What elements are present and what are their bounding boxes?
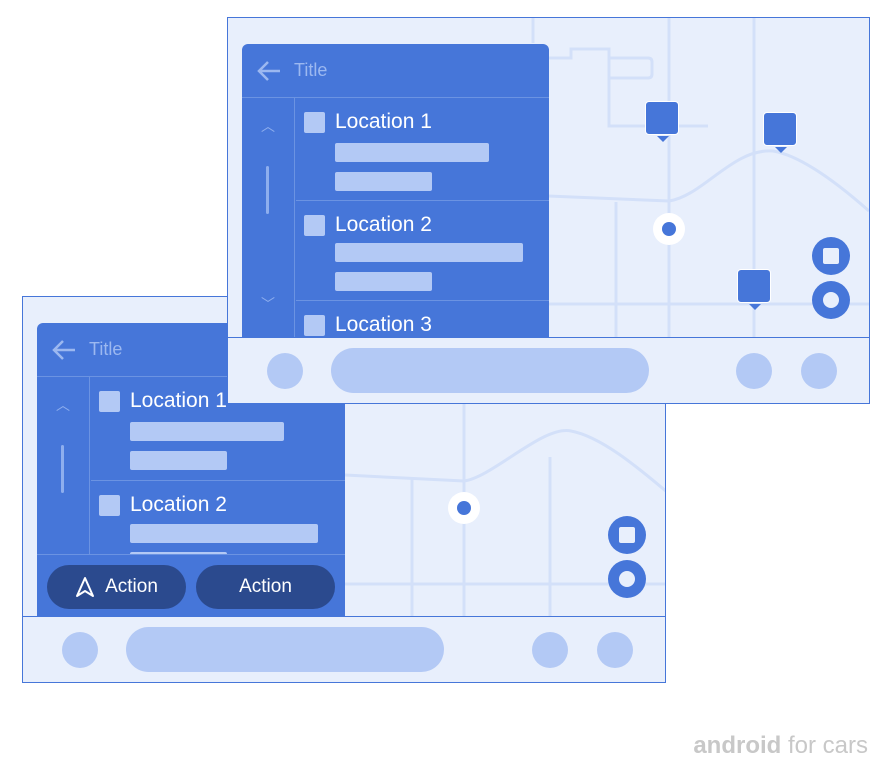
logo-suffix: for cars — [787, 732, 868, 759]
action-button[interactable]: Action — [196, 565, 335, 609]
chevron-up-icon[interactable]: ︿ — [261, 118, 275, 134]
system-bar — [228, 337, 869, 403]
placeholder-bar — [335, 143, 489, 162]
square-icon — [619, 527, 635, 543]
item-label: Location 2 — [130, 493, 227, 516]
location-icon — [304, 112, 325, 133]
list-item[interactable]: Location 2 — [296, 201, 549, 301]
placeholder-bar — [130, 451, 227, 470]
card-header: Title — [242, 44, 549, 98]
item-label: Location 3 — [335, 313, 432, 336]
chevron-up-icon[interactable]: ︿ — [56, 397, 70, 413]
home-button[interactable] — [267, 353, 303, 389]
action-label: Action — [239, 576, 292, 597]
scroll-thumb[interactable] — [61, 445, 64, 493]
location-button[interactable] — [608, 560, 646, 598]
recenter-button[interactable] — [608, 516, 646, 554]
location-button[interactable] — [812, 281, 850, 319]
location-icon — [99, 391, 120, 412]
card-title: Title — [89, 339, 123, 359]
home-button[interactable] — [62, 632, 98, 668]
circle-icon — [823, 292, 839, 308]
square-icon — [823, 248, 839, 264]
map[interactable] — [23, 297, 666, 683]
system-button[interactable] — [532, 632, 568, 668]
system-bar — [23, 616, 665, 682]
map-pin[interactable] — [645, 101, 679, 142]
list-card: Title ︿ ﹀ Location 1 Location 2 Location… — [242, 44, 549, 340]
item-label: Location 1 — [130, 389, 227, 412]
list-item[interactable]: Location 1 — [296, 98, 549, 201]
system-button[interactable] — [597, 632, 633, 668]
app-bar-placeholder[interactable] — [331, 348, 649, 393]
placeholder-bar — [335, 272, 432, 291]
android-for-cars-logo: android for cars — [693, 732, 868, 760]
list-card: Title ︿ Location 1 Location 2 Action Act… — [37, 323, 345, 618]
back-arrow-icon[interactable] — [256, 60, 282, 82]
card-title: Title — [294, 60, 328, 80]
map-pin[interactable] — [737, 269, 771, 310]
system-button[interactable] — [736, 353, 772, 389]
chevron-down-icon[interactable]: ﹀ — [261, 296, 275, 312]
action-label: Action — [105, 576, 158, 597]
card-header: Title — [37, 323, 345, 377]
action-strip: Action Action — [37, 554, 345, 618]
location-icon — [99, 495, 120, 516]
list-item[interactable]: Location 2 — [91, 481, 345, 571]
scrollbar[interactable]: ︿ ﹀ — [242, 98, 295, 340]
navigate-action-button[interactable]: Action — [47, 565, 186, 609]
location-icon — [304, 215, 325, 236]
location-icon — [304, 315, 325, 336]
scroll-thumb[interactable] — [266, 166, 269, 214]
current-location-marker — [653, 213, 685, 245]
front-screen: Title ︿ ﹀ Location 1 Location 2 Location… — [227, 17, 870, 404]
placeholder-bar — [130, 422, 284, 441]
map-pin[interactable] — [763, 112, 797, 153]
recenter-button[interactable] — [812, 237, 850, 275]
placeholder-bar — [335, 172, 432, 191]
list-item[interactable]: Location 1 — [91, 377, 345, 481]
item-label: Location 2 — [335, 213, 432, 236]
back-arrow-icon[interactable] — [51, 339, 77, 361]
scrollbar[interactable]: ︿ — [37, 377, 90, 618]
navigation-arrow-icon — [76, 577, 95, 597]
app-bar-placeholder[interactable] — [126, 627, 444, 672]
system-button[interactable] — [801, 353, 837, 389]
logo-brand: android — [693, 732, 782, 759]
current-location-marker — [448, 492, 480, 524]
placeholder-bar — [335, 243, 523, 262]
list-item[interactable]: Location 3 — [296, 301, 549, 340]
item-label: Location 1 — [335, 110, 432, 133]
circle-icon — [619, 571, 635, 587]
placeholder-bar — [130, 524, 318, 543]
